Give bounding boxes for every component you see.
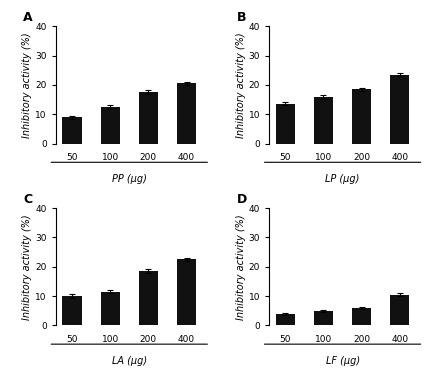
Bar — [352, 89, 371, 144]
Bar — [276, 104, 295, 144]
Bar — [63, 117, 82, 144]
Bar — [314, 96, 333, 144]
Bar — [101, 107, 120, 144]
Bar — [314, 311, 333, 325]
Bar — [63, 296, 82, 325]
Y-axis label: Inhibitory activity (%): Inhibitory activity (%) — [236, 32, 246, 138]
Y-axis label: Inhibitory activity (%): Inhibitory activity (%) — [236, 214, 246, 319]
Text: A: A — [24, 11, 33, 24]
Text: D: D — [237, 193, 247, 206]
Bar — [177, 260, 196, 325]
Bar — [352, 308, 371, 325]
Bar — [177, 83, 196, 144]
Text: B: B — [237, 11, 246, 24]
Bar — [276, 314, 295, 325]
Y-axis label: Inhibitory activity (%): Inhibitory activity (%) — [22, 214, 33, 319]
Y-axis label: Inhibitory activity (%): Inhibitory activity (%) — [22, 32, 33, 138]
Bar — [139, 271, 158, 325]
Text: LP (μg): LP (μg) — [326, 174, 360, 184]
Text: C: C — [24, 193, 33, 206]
Text: LF (μg): LF (μg) — [326, 356, 360, 366]
Text: PP (μg): PP (μg) — [112, 174, 147, 184]
Bar — [390, 74, 409, 144]
Bar — [390, 295, 409, 325]
Bar — [101, 292, 120, 325]
Text: LA (μg): LA (μg) — [112, 356, 147, 366]
Bar — [139, 92, 158, 144]
